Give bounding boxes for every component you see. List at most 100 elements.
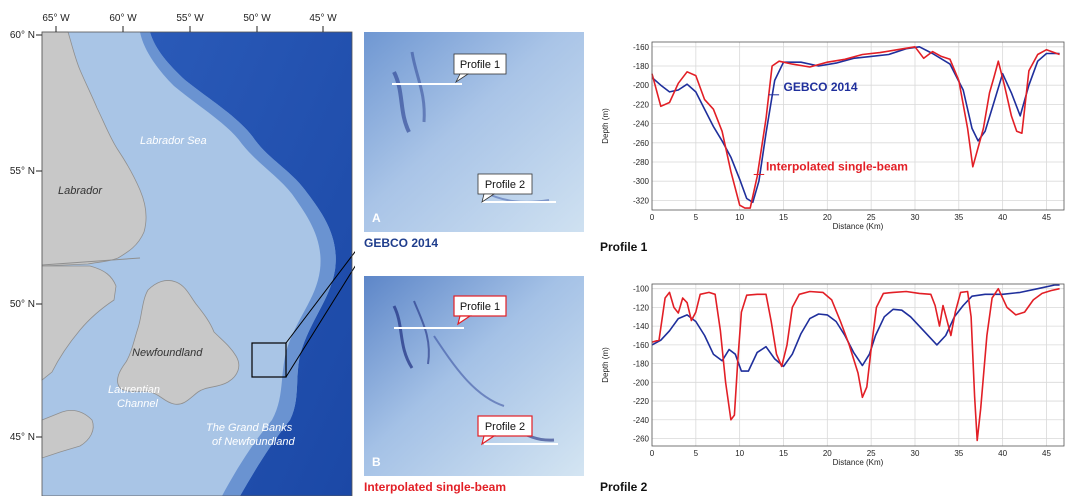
lat-label: 55° N <box>10 166 35 177</box>
quebec-land <box>41 265 117 381</box>
y-tick-label: -280 <box>633 158 650 167</box>
plot-frame <box>651 41 1065 211</box>
y-tick-label: -200 <box>633 378 650 387</box>
single-beam-series-line <box>651 287 1060 442</box>
x-tick-label: 15 <box>779 449 788 458</box>
profile-2-callout: Profile 2 <box>477 415 533 446</box>
x-tick-label: 15 <box>779 213 788 222</box>
x-tick-label: 10 <box>735 213 744 222</box>
leader-line-bottom <box>285 265 355 378</box>
labrador-label: Labrador <box>58 185 103 197</box>
lon-label: 55° W <box>176 13 204 24</box>
inset-map-a: Profile 1 Profile 2 A <box>364 32 584 232</box>
plot-area <box>652 284 1064 446</box>
labrador-sea-label: Labrador Sea <box>140 135 207 147</box>
x-tick-label: 5 <box>694 213 699 222</box>
x-tick-label: 20 <box>823 213 832 222</box>
y-axis-label: Depth (m) <box>601 347 610 383</box>
profile-1-label: Profile 1 <box>460 59 500 71</box>
y-tick-label: -240 <box>633 120 650 129</box>
x-tick-label: 5 <box>694 449 699 458</box>
x-tick-label: 45 <box>1042 213 1051 222</box>
lon-ticks: 65° W 60° W 55° W 50° W 45° W <box>42 13 337 32</box>
y-tick-label: -320 <box>633 196 650 205</box>
panel-b-caption: Interpolated single-beam <box>364 480 507 494</box>
labrador-land <box>41 31 147 267</box>
x-tick-label: 45 <box>1042 449 1051 458</box>
newfoundland-label: Newfoundland <box>132 347 203 359</box>
x-tick-label: 25 <box>867 449 876 458</box>
x-tick-label: 30 <box>911 213 920 222</box>
study-area-box <box>251 342 287 378</box>
x-tick-label: 30 <box>911 449 920 458</box>
inset-map-b: Profile 1 Profile 2 B <box>364 276 584 476</box>
profile-2-callout: Profile 2 <box>477 173 533 203</box>
y-axis-label: Depth (m) <box>601 108 610 144</box>
x-tick-label: 0 <box>650 449 655 458</box>
x-tick-label: 20 <box>823 449 832 458</box>
y-tick-label: -300 <box>633 177 650 186</box>
panel-b-letter: B <box>372 455 381 469</box>
y-tick-label: -160 <box>633 341 650 350</box>
canyon <box>413 300 430 365</box>
gebco-series-line <box>651 46 1060 204</box>
single-beam-series-line <box>651 46 1060 209</box>
lat-label: 45° N <box>10 432 35 443</box>
lon-label: 45° W <box>309 13 337 24</box>
lat-label: 60° N <box>10 30 35 41</box>
profile-1-callout: Profile 1 <box>453 295 507 326</box>
plot-frame <box>651 283 1065 447</box>
x-tick-label: 25 <box>867 213 876 222</box>
y-tick-label: -100 <box>633 285 650 294</box>
newfoundland-land <box>117 280 240 405</box>
y-tick-label: -260 <box>633 139 650 148</box>
x-tick-label: 35 <box>954 449 963 458</box>
panel-a-letter: A <box>372 211 381 225</box>
x-tick-label: 40 <box>998 213 1007 222</box>
gebco-series-line <box>651 284 1060 372</box>
y-tick-label: -180 <box>633 360 650 369</box>
panel-a-caption: GEBCO 2014 <box>364 236 439 250</box>
gebco-annotation: GEBCO 2014 <box>783 80 857 94</box>
lon-label: 65° W <box>42 13 70 24</box>
canyon <box>392 71 411 133</box>
single-beam-annotation: Interpolated single-beam <box>766 160 908 174</box>
y-tick-label: -180 <box>633 62 650 71</box>
x-tick-label: 40 <box>998 449 1007 458</box>
map-frame <box>41 31 353 496</box>
x-tick-label: 35 <box>954 213 963 222</box>
y-tick-label: -120 <box>633 303 650 312</box>
profile-2-caption: Profile 2 <box>600 480 648 494</box>
x-tick-label: 10 <box>735 449 744 458</box>
grand-banks-label: The Grand Banks <box>206 422 293 434</box>
lon-label: 50° W <box>243 13 271 24</box>
lon-label: 60° W <box>109 13 137 24</box>
profile-2-label: Profile 2 <box>485 179 525 191</box>
profile-2-label: Profile 2 <box>485 421 525 433</box>
canyon <box>433 335 505 407</box>
y-tick-label: -220 <box>633 100 650 109</box>
x-axis-label: Distance (Km) <box>833 458 884 467</box>
leader-line-top <box>285 251 355 344</box>
continental-slope <box>140 32 336 496</box>
lat-label: 50° N <box>10 299 35 310</box>
y-tick-label: -240 <box>633 416 650 425</box>
y-tick-label: -140 <box>633 322 650 331</box>
y-tick-label: -220 <box>633 397 650 406</box>
x-axis-label: Distance (Km) <box>833 222 884 231</box>
grand-banks-label-2: of Newfoundland <box>212 436 295 448</box>
canyon <box>410 51 426 123</box>
maritimes-land <box>41 410 94 459</box>
channel-label: Channel <box>117 398 159 410</box>
profile-1-caption: Profile 1 <box>600 240 648 254</box>
y-tick-label: -260 <box>633 435 650 444</box>
y-tick-label: -160 <box>633 43 650 52</box>
laurentian-label: Laurentian <box>108 384 160 396</box>
canyon <box>392 305 414 369</box>
province-border <box>41 257 141 266</box>
deep-ocean <box>150 32 352 496</box>
profile-1-callout: Profile 1 <box>453 53 507 84</box>
overview-map: 65° W 60° W 55° W 50° W 45° W 60° N 55° … <box>10 13 355 496</box>
